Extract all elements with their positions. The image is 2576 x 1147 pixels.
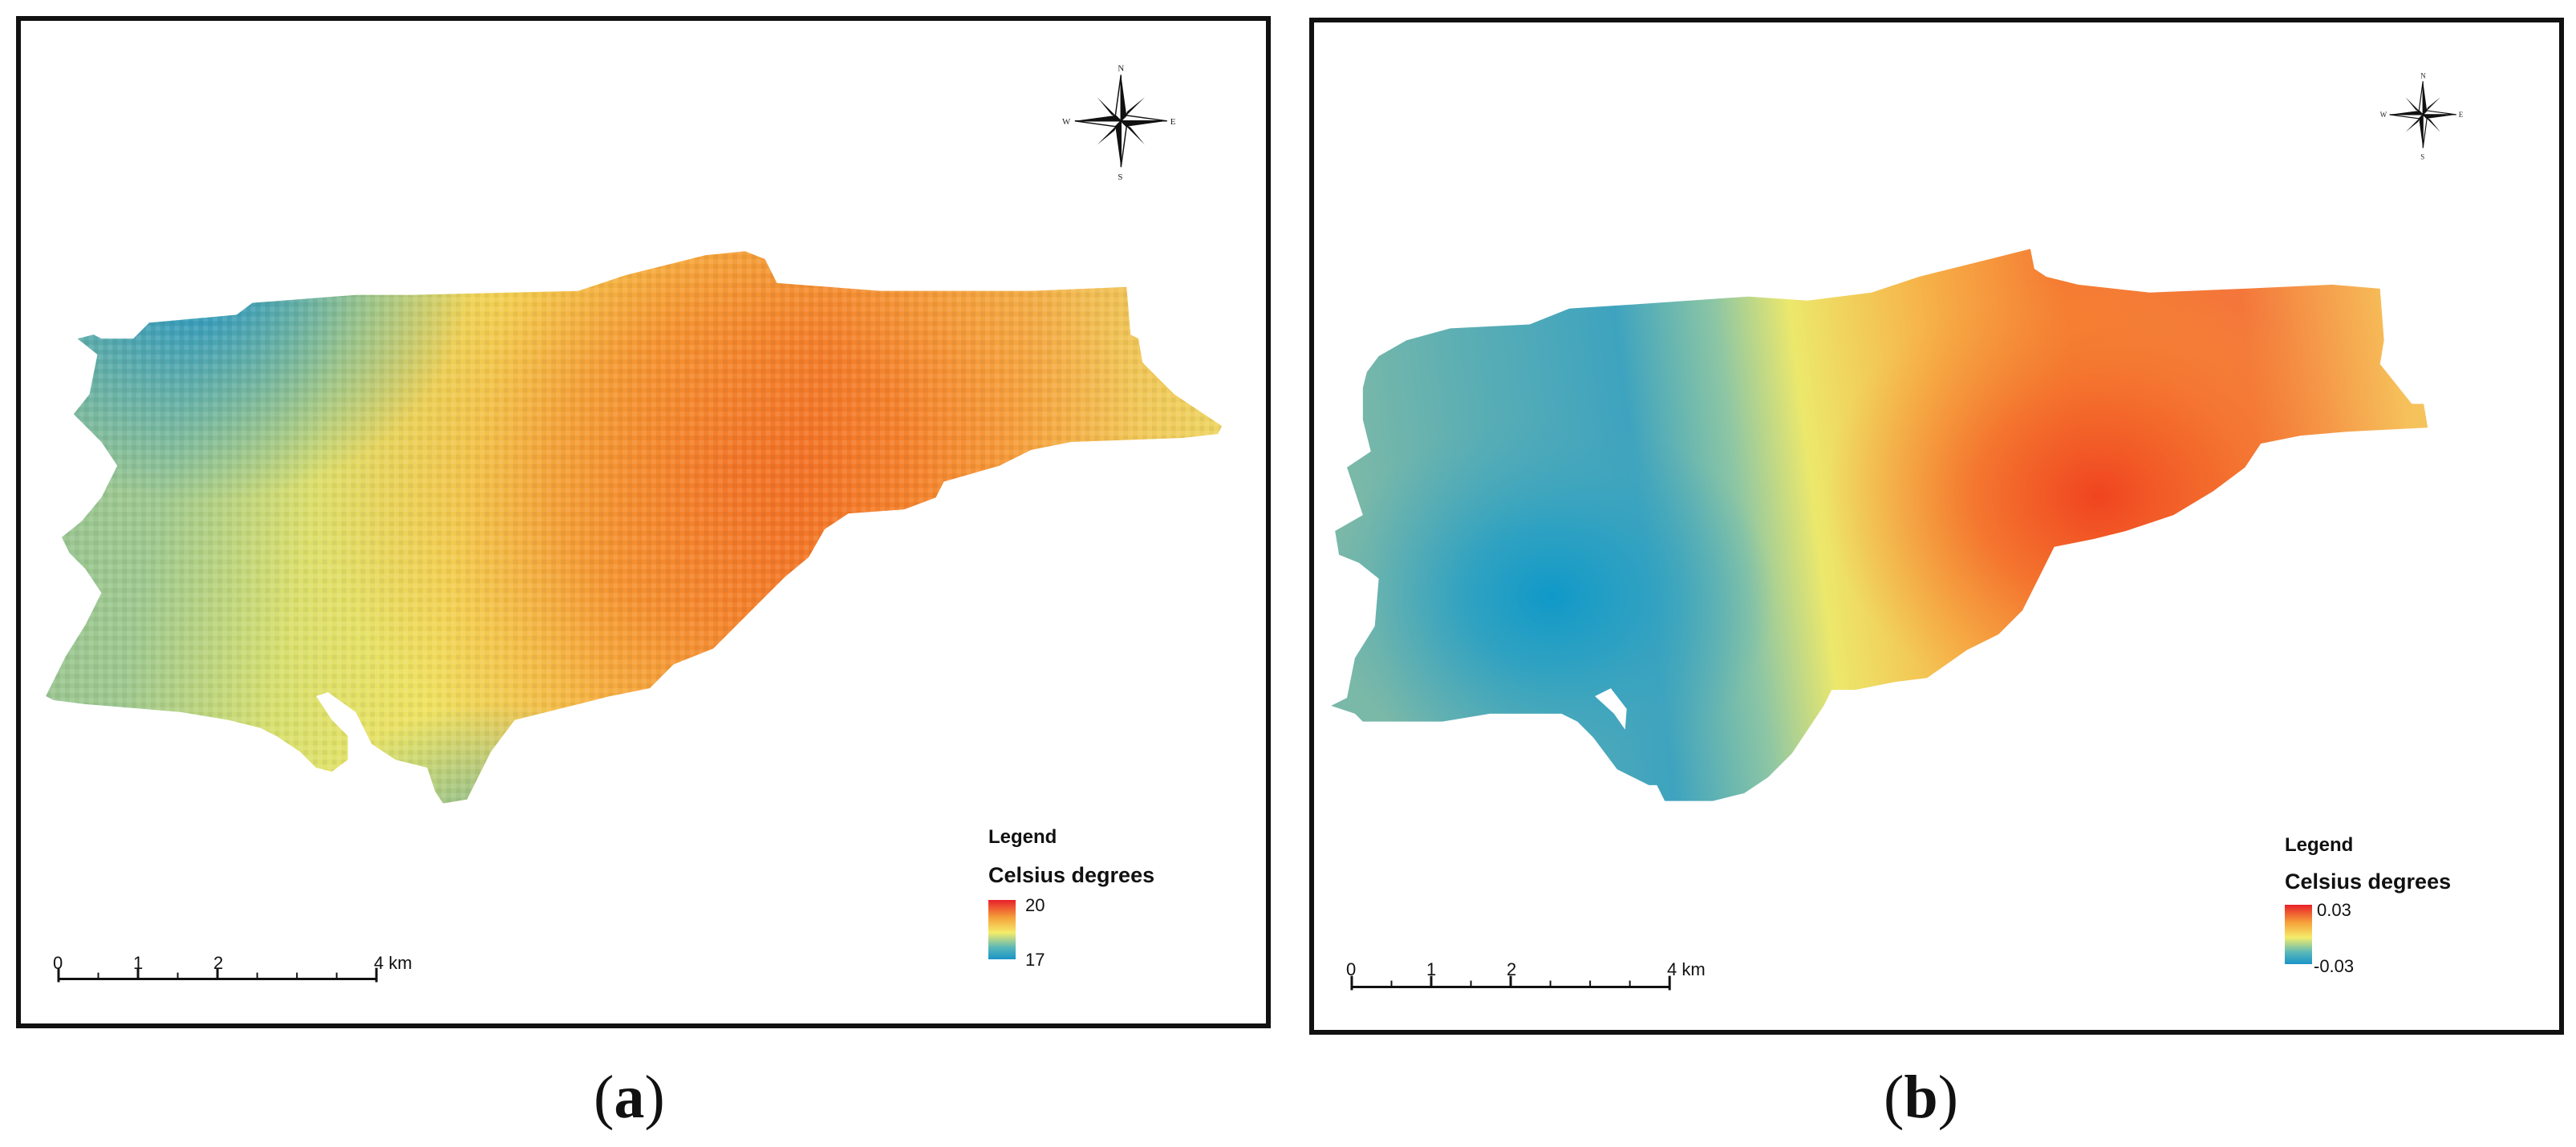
temperature-map-a: N S E W [46,63,1223,983]
compass-e-label: E [1170,117,1176,127]
caption-b: (b) [1884,1063,1958,1133]
caption-a-letter: a [614,1064,645,1131]
scale-bar [1350,975,1671,991]
caption-a: (a) [594,1063,665,1133]
scale-label-1: 1 [133,953,144,973]
legend-subtitle: Celsius degrees [988,863,1155,887]
scale-label-4km: 4 km [374,953,412,973]
caption-b-close: ) [1937,1064,1958,1131]
caption-b-letter: b [1904,1064,1938,1131]
north-arrow-compass: N S E W [1062,63,1176,182]
compass-n-label: N [1118,63,1124,73]
compass-e-label: E [2459,111,2463,119]
map-panel-a: N S E W 0 1 2 4 km Legend Celsius degree… [16,16,1271,1028]
scale-label-2: 2 [1507,959,1517,979]
caption-a-open: ( [594,1064,615,1131]
difference-map-b: N S E W [1331,71,2464,991]
compass-w-label: W [2380,111,2387,119]
caption-b-open: ( [1884,1064,1905,1131]
scale-label-2: 2 [213,953,224,973]
legend-min-value: -0.03 [2314,956,2355,976]
compass-n-label: N [2420,71,2426,79]
scale-bar [57,967,378,983]
legend-title: Legend [988,826,1057,848]
scale-label-0: 0 [53,953,63,973]
north-arrow-compass: N S E W [2380,71,2464,160]
scale-label-0: 0 [1346,959,1357,979]
scale-label-1: 1 [1426,959,1437,979]
legend-max-value: 0.03 [2317,900,2351,920]
legend-min-value: 17 [1025,950,1045,970]
caption-a-close: ) [644,1064,665,1131]
legend-color-ramp [2285,905,2312,964]
map-notch [1595,688,1627,730]
legend-color-ramp [988,900,1016,959]
legend-max-value: 20 [1025,895,1045,915]
legend-subtitle: Celsius degrees [2285,869,2452,894]
scale-label-4km: 4 km [1667,959,1706,979]
compass-w-label: W [1062,117,1071,127]
map-panel-b: N S E W 0 1 2 4 km Legend Celsius degree… [1309,18,2564,1035]
legend-title: Legend [2285,834,2354,856]
compass-s-label: S [1118,172,1122,182]
compass-s-label: S [2420,152,2424,160]
